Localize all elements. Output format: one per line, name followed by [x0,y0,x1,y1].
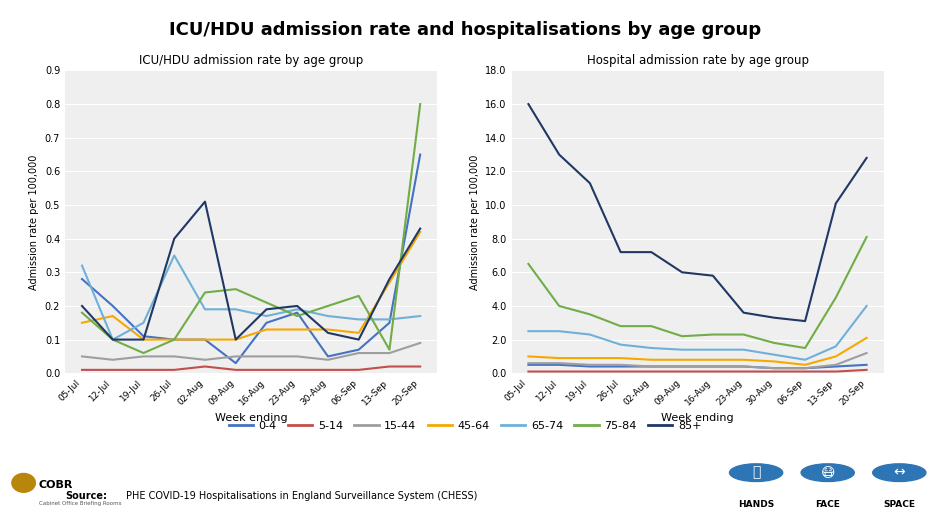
Text: FACE: FACE [816,500,840,509]
Title: Hospital admission rate by age group: Hospital admission rate by age group [587,54,808,66]
Circle shape [729,464,783,481]
Text: COBR: COBR [38,480,73,491]
Text: PHE COVID-19 Hospitalisations in England Surveillance System (CHESS): PHE COVID-19 Hospitalisations in England… [126,491,477,501]
Text: 😷: 😷 [820,466,835,480]
Text: Cabinet Office Briefing Rooms: Cabinet Office Briefing Rooms [38,501,121,506]
Circle shape [872,464,926,481]
Title: ICU/HDU admission rate by age group: ICU/HDU admission rate by age group [139,54,364,66]
Text: SPACE: SPACE [884,500,915,509]
Y-axis label: Admission rate per 100,000: Admission rate per 100,000 [30,154,39,290]
Legend: 0-4, 5-14, 15-44, 45-64, 65-74, 75-84, 85+: 0-4, 5-14, 15-44, 45-64, 65-74, 75-84, 8… [224,417,706,435]
Text: ✋: ✋ [751,466,761,480]
Circle shape [801,464,855,481]
Y-axis label: Admission rate per 100,000: Admission rate per 100,000 [470,154,480,290]
Text: ↔: ↔ [894,466,905,480]
Text: ICU/HDU admission rate and hospitalisations by age group: ICU/HDU admission rate and hospitalisati… [169,21,761,39]
Circle shape [12,473,35,492]
Text: HANDS: HANDS [738,500,774,509]
X-axis label: Week ending: Week ending [661,413,734,423]
Text: Source:: Source: [65,491,107,501]
X-axis label: Week ending: Week ending [215,413,287,423]
